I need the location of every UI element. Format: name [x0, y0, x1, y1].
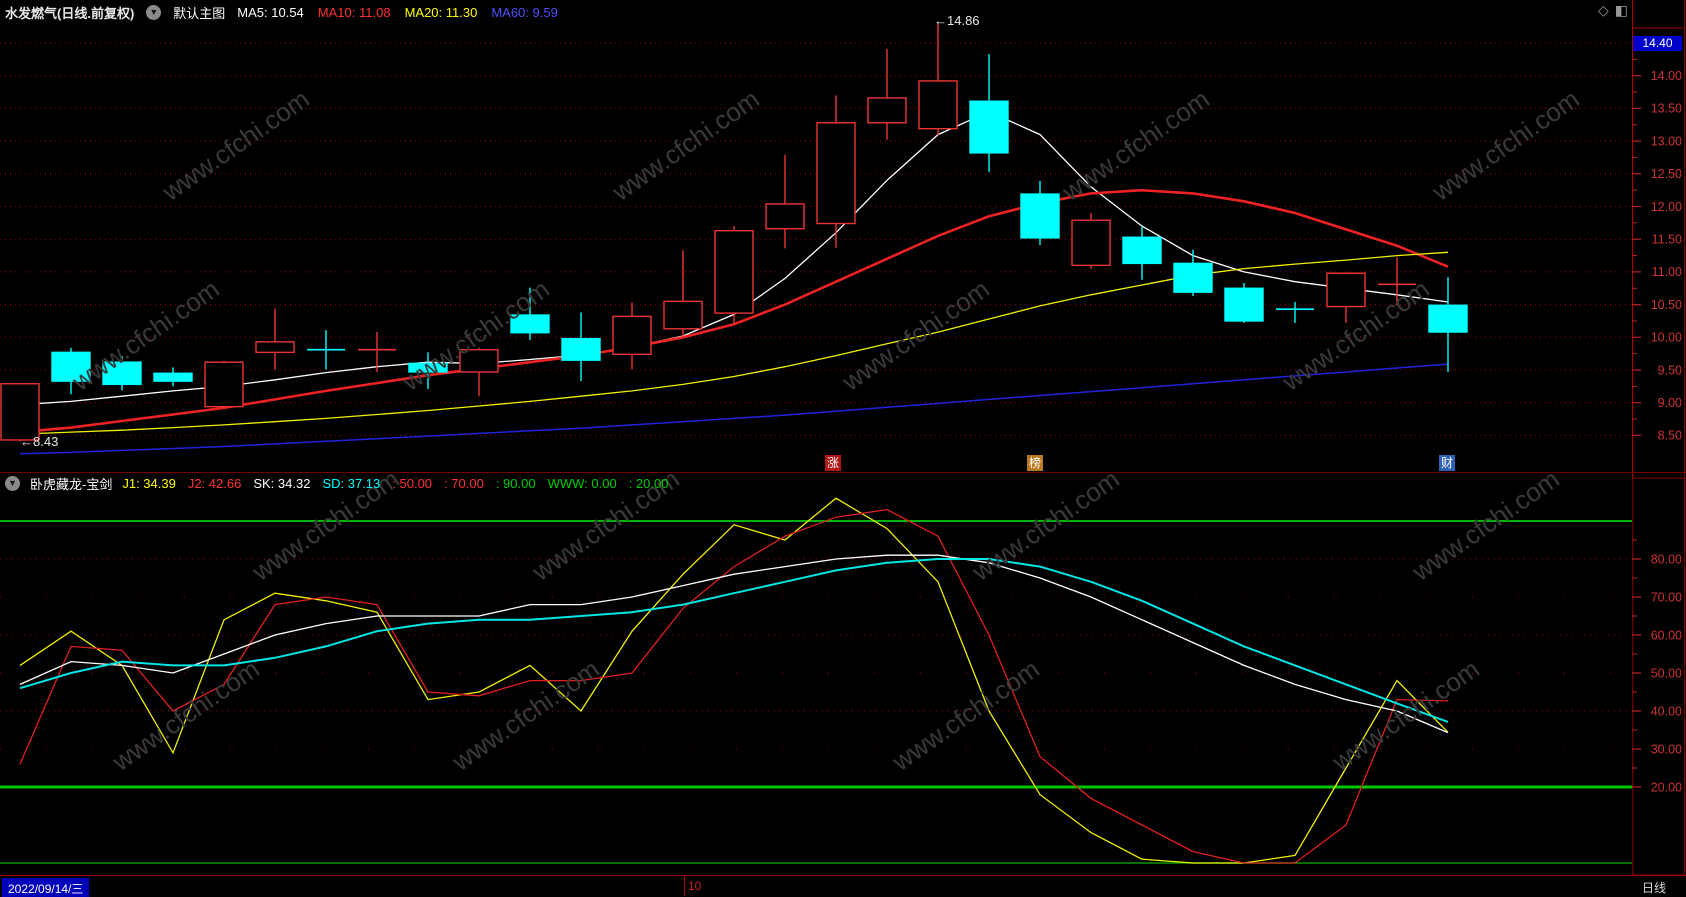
price-tick-label: 11.00 [1652, 265, 1682, 279]
price-tick-label: 13.00 [1651, 134, 1682, 148]
current-price-tag: 14.40 [1633, 36, 1682, 51]
indicator-value: : 70.00 [444, 475, 484, 491]
indicator-tick-label: 60.00 [1651, 628, 1682, 642]
layout-dropdown[interactable]: 默认主图 [173, 5, 226, 21]
candle-body [561, 337, 601, 361]
candle-body [255, 341, 295, 354]
candle-body [408, 362, 448, 373]
indicator-line-j1 [19, 497, 1449, 864]
candle-body [663, 300, 703, 330]
date-label: 2022/09/14/三 [2, 878, 90, 897]
indicator-tick-label: 30.00 [1651, 742, 1682, 756]
indicator-tick-label: 20.00 [1651, 780, 1682, 794]
diamond-icon[interactable]: ◇ [1597, 2, 1609, 18]
price-axis[interactable]: 14.00 13.50 13.00 12.50 12.00 11.50 11.00 10.50… [1632, 0, 1686, 897]
candle-body [51, 351, 91, 382]
indicator-tick-label: 80.00 [1651, 552, 1682, 566]
price-tick-label: 9.50 [1658, 363, 1682, 377]
main-chart-header: 水发燃气(日线.前复权) ▼ 默认主图 MA5: 10.54 MA10: 11.0… [0, 0, 1635, 24]
candle-body [1326, 272, 1366, 308]
ma-line-ma60 [19, 363, 1449, 455]
indicator-value: SK: 34.32 [253, 475, 311, 491]
candle-body [0, 383, 40, 441]
candle-body [1071, 219, 1111, 267]
candle-body [612, 315, 652, 356]
ma-label: MA60: 9.59 [491, 4, 558, 20]
indicator-value: SD: 37.13 [322, 475, 381, 491]
candle-body [918, 80, 958, 130]
main-chart-canvas[interactable] [0, 24, 1632, 473]
indicator-value: : 20.00 [628, 475, 669, 491]
ma-label: MA5: 10.54 [237, 4, 304, 20]
indicator-value: J2: 42.66 [187, 475, 242, 491]
candle-body [969, 100, 1009, 154]
indicator-tick-label: 70.00 [1651, 590, 1682, 604]
candle-body [816, 122, 856, 225]
indicator-value: WWW: 0.00 [547, 475, 617, 491]
split-window-icon[interactable]: ◧ [1614, 2, 1628, 18]
price-tick-label: 10.00 [1651, 331, 1682, 345]
indicator-tick-label: 50.00 [1651, 666, 1682, 680]
ma-label: MA20: 11.30 [404, 4, 478, 20]
indicator-header: ▼ 卧虎藏龙-宝剑 J1: 34.39 J2: 42.66 SK: 34.32 SD:… [0, 474, 1635, 492]
candle-body [459, 349, 499, 373]
candle-body [102, 361, 142, 386]
indicator-chevron-icon[interactable]: ▼ [5, 475, 20, 491]
candle-body [1173, 262, 1213, 293]
candle-body [1428, 304, 1468, 333]
chevron-down-icon[interactable]: ▼ [146, 4, 162, 20]
ma-label-group: MA5: 10.54 MA10: 11.08 MA20: 11.30 MA60: 9.… [237, 5, 558, 20]
indicator-line-sk [19, 554, 1449, 734]
price-tick-label: 12.00 [1651, 200, 1682, 214]
indicator-value-group: J1: 34.39 J2: 42.66 SK: 34.32 SD: 37.13 : 50… [122, 476, 668, 491]
price-tick-label: 13.50 [1651, 102, 1682, 116]
indicator-value: : 50.00 [392, 475, 433, 491]
candle-body [1020, 193, 1060, 239]
indicator-line-j2 [19, 508, 1449, 864]
candle-body [1224, 287, 1264, 322]
event-marker-涨[interactable]: 涨 [825, 455, 841, 471]
status-bar: 2022/09/14/三 10 日线 [0, 875, 1686, 897]
price-tick-label: 14.00 [1651, 69, 1682, 83]
indicator-name[interactable]: 卧虎藏龙-宝剑 [30, 476, 113, 492]
window-controls: ◇ ◧ [1598, 2, 1628, 19]
price-tick-label: 8.50 [1658, 429, 1682, 443]
candle-body [510, 314, 550, 334]
candle-body [867, 97, 907, 124]
candle-body [153, 372, 193, 382]
candle-body [1122, 236, 1162, 265]
stock-title: 水发燃气(日线.前复权) [5, 5, 135, 21]
month-tick [684, 876, 685, 896]
indicator-line-sd [19, 558, 1449, 723]
indicator-chart-canvas[interactable] [0, 492, 1632, 875]
low-annotation: ←8.43 [20, 434, 59, 449]
high-annotation: ←14.86 [934, 13, 980, 28]
price-tick-label: 9.00 [1658, 396, 1682, 410]
month-label: 10 [688, 879, 702, 893]
candle-body [765, 203, 805, 230]
price-tick-label: 11.50 [1652, 232, 1682, 246]
indicator-tick-label: 40.00 [1651, 704, 1682, 718]
ma-label: MA10: 11.08 [317, 4, 391, 20]
indicator-value: J1: 34.39 [122, 475, 176, 491]
indicator-value: : 90.00 [495, 475, 536, 491]
price-tick-label: 12.50 [1651, 167, 1682, 181]
event-marker-榜[interactable]: 榜 [1027, 455, 1043, 471]
period-label[interactable]: 日线 [1642, 881, 1667, 895]
event-marker-财[interactable]: 财 [1439, 455, 1455, 471]
price-tick-label: 10.50 [1651, 298, 1682, 312]
panel-divider [0, 472, 1686, 473]
candle-body [714, 229, 754, 314]
candle-body [204, 361, 244, 408]
